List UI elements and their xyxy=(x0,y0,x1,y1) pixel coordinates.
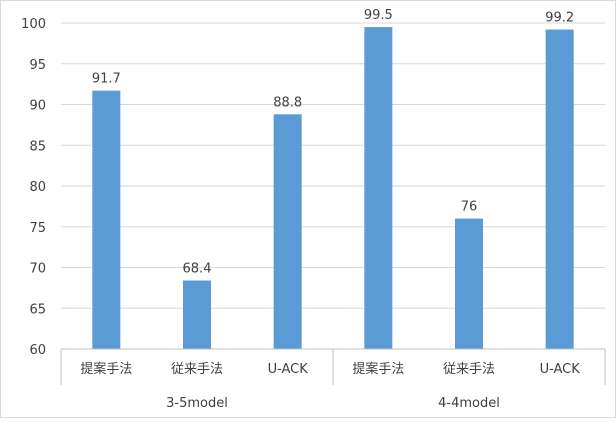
data-label: 76 xyxy=(461,200,478,215)
x-category-label: U-ACK xyxy=(268,362,309,377)
y-tick-label: 75 xyxy=(29,221,46,236)
x-category-label: 従来手法 xyxy=(171,362,223,377)
gridlines xyxy=(61,22,605,350)
y-axis-ticks: 60 65 70 75 80 85 90 95 100 xyxy=(21,17,46,358)
x-category-label: 従来手法 xyxy=(443,362,495,377)
x-axis: 提案手法 従来手法 U-ACK 3-5model 提案手法 従来手法 U-ACK 4-4mod… xyxy=(60,348,606,411)
x-group-label: 3-5model xyxy=(166,396,228,411)
y-tick-label: 100 xyxy=(21,17,46,32)
y-tick-label: 60 xyxy=(29,343,46,358)
y-tick-label: 65 xyxy=(29,302,46,317)
data-label: 88.8 xyxy=(273,95,302,110)
x-category-label: 提案手法 xyxy=(352,361,404,377)
data-label: 68.4 xyxy=(183,262,212,277)
y-tick-label: 95 xyxy=(29,58,46,73)
bar xyxy=(92,90,121,350)
x-category-label: 提案手法 xyxy=(80,361,132,377)
data-label: 91.7 xyxy=(92,72,121,87)
y-tick-label: 90 xyxy=(29,99,46,114)
y-tick-label: 80 xyxy=(29,180,46,195)
bar xyxy=(455,218,483,349)
bars xyxy=(92,27,574,350)
data-label: 99.2 xyxy=(545,11,574,26)
data-label: 99.5 xyxy=(364,8,393,23)
bar xyxy=(364,27,393,349)
bar xyxy=(273,114,302,349)
x-category-label: U-ACK xyxy=(540,362,581,377)
bar xyxy=(545,29,574,350)
x-group-label: 4-4model xyxy=(438,396,500,411)
y-tick-label: 70 xyxy=(29,262,46,277)
bar xyxy=(183,280,211,349)
y-tick-label: 85 xyxy=(29,139,46,154)
data-labels: 91.7 68.4 88.8 99.5 76 99.2 xyxy=(92,8,574,276)
